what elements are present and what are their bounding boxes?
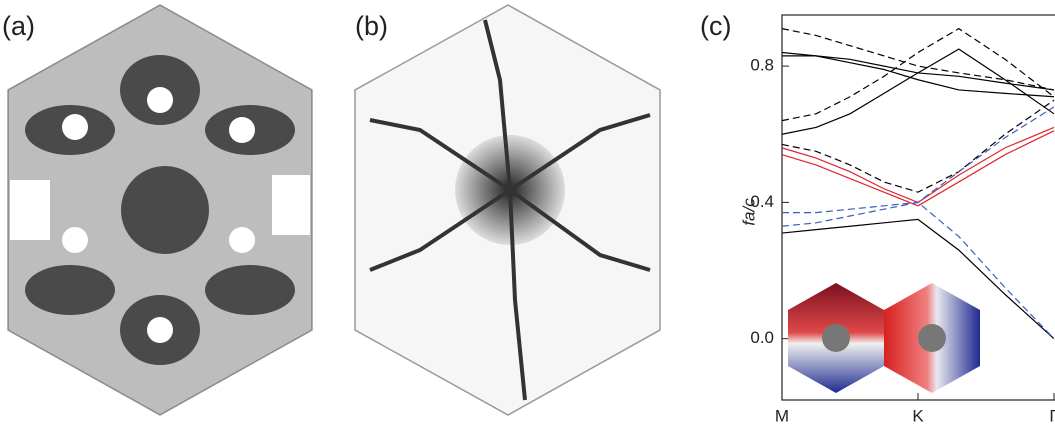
y-tick-label: 0.8 <box>750 56 774 75</box>
band-line <box>782 52 1054 96</box>
y-tick-label: 0.0 <box>750 328 774 347</box>
band-line <box>782 49 1054 134</box>
band-line <box>782 127 1054 202</box>
panel-label: (a) <box>2 11 35 41</box>
panel-b-image <box>355 5 660 415</box>
x-tick-label: Γ <box>1049 406 1055 425</box>
band-line <box>782 100 1054 192</box>
band-line <box>782 131 1054 206</box>
x-tick-label: M <box>775 406 789 425</box>
figure: (a) (b) (c) 0.00.40.8MKΓ fa/c <box>0 0 1055 430</box>
band-line <box>782 29 1054 90</box>
panel-a-image <box>8 5 312 415</box>
band-line <box>782 29 1054 121</box>
x-tick-label: K <box>912 406 924 425</box>
band-line <box>782 107 1054 213</box>
inset-field-plots <box>788 283 980 393</box>
panel-label: (c) <box>700 11 731 41</box>
panel-label: (b) <box>355 11 388 41</box>
y-axis-label: fa/c <box>739 198 758 226</box>
page: (a) (b) (c) 0.00.40.8MKΓ fa/c (() => { c… <box>0 0 1055 430</box>
